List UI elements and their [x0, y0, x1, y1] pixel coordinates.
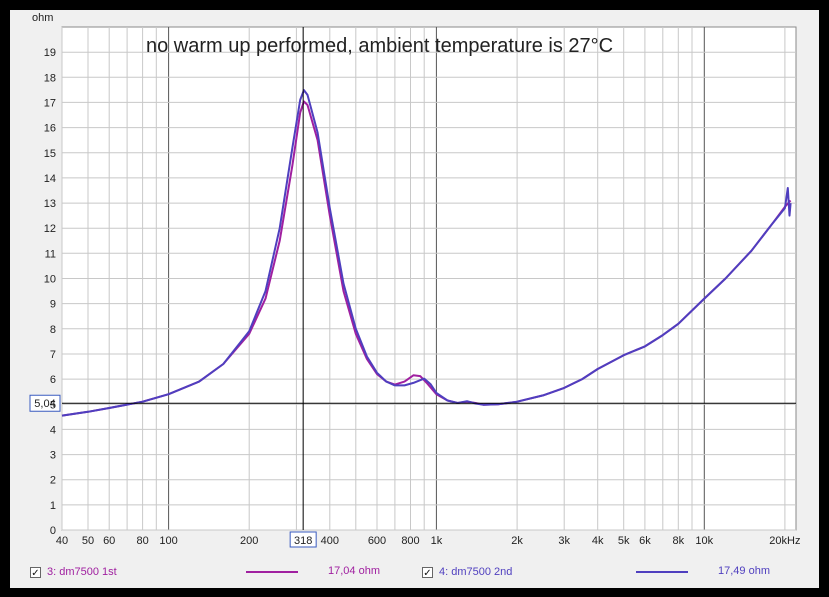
- x-tick-label: 60: [103, 535, 115, 547]
- x-tick-label: 800: [401, 535, 419, 547]
- legend-series-2-swatch: [636, 571, 688, 573]
- chart-title: no warm up performed, ambient temperatur…: [146, 35, 613, 57]
- y-axis-label: ohm: [32, 12, 53, 24]
- x-tick-label: 5k: [618, 535, 630, 547]
- x-tick-label: 40: [56, 535, 68, 547]
- y-tick-label: 13: [44, 198, 56, 210]
- x-tick-label: 20kHz: [769, 535, 800, 547]
- y-tick-label: 6: [50, 374, 56, 386]
- y-tick-label: 12: [44, 223, 56, 235]
- y-tick-label: 19: [44, 47, 56, 59]
- y-tick-label: 4: [50, 424, 56, 436]
- cursor-y-readout: 5,04: [34, 398, 55, 410]
- x-tick-label: 100: [159, 535, 177, 547]
- legend-series-1-readout: 17,04 ohm: [328, 565, 380, 577]
- legend-series-1-label: 3: dm7500 1st: [47, 566, 117, 578]
- y-tick-label: 16: [44, 123, 56, 135]
- y-tick-label: 5: [50, 399, 56, 411]
- y-tick-label: 2: [50, 475, 56, 487]
- x-tick-label: 318: [294, 535, 312, 547]
- y-tick-label: 1: [50, 500, 56, 512]
- y-tick-label: 11: [45, 248, 56, 260]
- x-tick-label: 1k: [431, 535, 443, 547]
- legend-series-2-label: 4: dm7500 2nd: [439, 566, 513, 578]
- curves: [61, 89, 792, 417]
- grid: [61, 27, 796, 531]
- x-tick-label: 2k: [511, 535, 523, 547]
- cursor-x-readout-box: [289, 531, 317, 548]
- x-tick-label: 3k: [558, 535, 570, 547]
- y-tick-label: 9: [50, 299, 56, 311]
- y-tick-label: 15: [44, 148, 56, 160]
- y-tick-label: 17: [44, 97, 56, 109]
- y-tick-label: 18: [44, 72, 56, 84]
- cursor-y-readout-box: [29, 394, 61, 412]
- x-tick-label: 400: [321, 535, 339, 547]
- legend-series-1-swatch: [246, 571, 298, 573]
- legend-item-series-1[interactable]: ✓ 3: dm7500 1st: [30, 562, 117, 582]
- checkbox-icon[interactable]: ✓: [30, 566, 41, 579]
- legend: ✓ 3: dm7500 1st 17,04 ohm ✓ 4: dm7500 2n…: [10, 562, 819, 582]
- cursor: 5,04: [29, 27, 796, 530]
- y-tick-label: 14: [44, 173, 56, 185]
- y-tick-label: 0: [50, 525, 56, 537]
- chart-frame: 5,04 0 1 2 3 4 5 6 7 8 9 10 11 12 13 14 15 16 17 18 19 40 50…: [10, 10, 819, 588]
- x-tick-label: 6k: [639, 535, 651, 547]
- x-tick-label: 200: [240, 535, 258, 547]
- x-tick-labels: 40 50 60 80 100 200 318 400 600 800 1k 2k 3k 4k 5k 6k 8k…: [56, 531, 800, 548]
- x-tick-label: 600: [368, 535, 386, 547]
- x-tick-label: 4k: [592, 535, 604, 547]
- y-tick-label: 3: [50, 450, 56, 462]
- y-tick-label: 7: [50, 349, 56, 361]
- series-line-2: [61, 89, 792, 417]
- y-tick-label: 8: [50, 324, 56, 336]
- x-tick-label: 80: [136, 535, 148, 547]
- checkbox-icon[interactable]: ✓: [422, 566, 433, 579]
- legend-item-series-2[interactable]: ✓ 4: dm7500 2nd: [422, 562, 512, 582]
- x-tick-label: 50: [82, 535, 94, 547]
- legend-series-2-readout: 17,49 ohm: [718, 565, 770, 577]
- x-tick-label: 8k: [672, 535, 684, 547]
- x-tick-label: 10k: [695, 535, 713, 547]
- y-tick-label: 10: [44, 274, 56, 286]
